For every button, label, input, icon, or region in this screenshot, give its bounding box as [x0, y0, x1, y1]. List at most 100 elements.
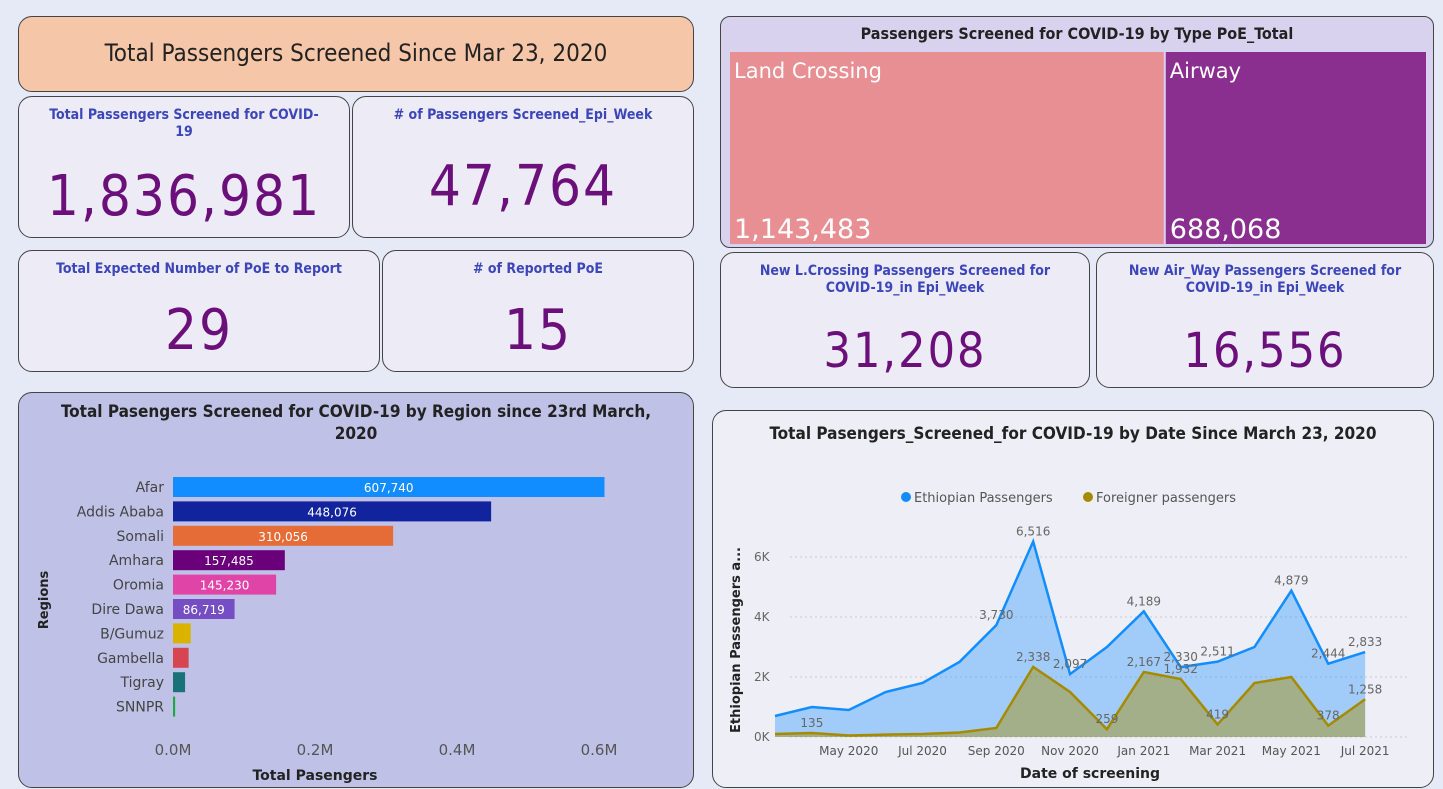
- data-label: 259: [1095, 712, 1118, 726]
- kpi-card: New L.Crossing Passengers Screened for C…: [720, 252, 1090, 388]
- bar: [173, 550, 285, 571]
- kpi-card: Total Passengers Screened for COVID-19 1,…: [18, 96, 350, 238]
- y-tick-label: 2K: [754, 670, 771, 684]
- y-tick-label: Amhara: [109, 553, 164, 569]
- kpi-label: # of Passengers Screened_Epi_Week: [393, 107, 653, 123]
- data-label: 3,730: [979, 608, 1013, 622]
- kpi-label: New Air_Way Passengers Screened for COVI…: [1128, 263, 1402, 296]
- bar: [173, 599, 235, 619]
- legend-marker: [1083, 492, 1093, 502]
- header-title: Total Passengers Screened Since Mar 23, …: [104, 39, 608, 67]
- data-label: 145,230: [200, 579, 250, 593]
- kpi-card: Total Expected Number of PoE to Report 29: [18, 250, 380, 372]
- data-label: 2,511: [1200, 645, 1234, 659]
- x-tick-label: 0.4M: [439, 741, 476, 759]
- kpi-card: # of Reported PoE 15: [382, 250, 694, 372]
- y-tick-label: SNNPR: [116, 700, 164, 716]
- kpi-card: New Air_Way Passengers Screened for COVI…: [1096, 252, 1434, 388]
- y-tick-label: 4K: [754, 610, 771, 624]
- bar: [173, 672, 186, 693]
- legend-label: Foreigner passengers: [1096, 491, 1236, 506]
- x-tick-label: Nov 2020: [1041, 744, 1099, 758]
- data-label: 86,719: [183, 603, 225, 617]
- bar: [173, 696, 176, 717]
- y-tick-label: Oromia: [113, 578, 164, 594]
- bar: [173, 623, 191, 644]
- data-label: 607,740: [364, 481, 414, 495]
- data-label: 2,833: [1348, 635, 1382, 649]
- chart-title: Total Pasengers Screened for COVID-19 by…: [60, 402, 652, 444]
- kpi-value: 16,556: [1183, 323, 1347, 379]
- legend-marker: [901, 492, 911, 502]
- y-tick-label: 6K: [754, 550, 771, 564]
- treemap-tile: [730, 52, 1164, 244]
- header-card: Total Passengers Screened Since Mar 23, …: [18, 16, 694, 92]
- kpi-value: 29: [164, 298, 234, 363]
- x-tick-label: 0.6M: [581, 741, 618, 759]
- y-tick-label: Somali: [117, 529, 164, 545]
- x-axis-label: Total Pasengers: [252, 768, 377, 784]
- y-tick-label: B/Gumuz: [100, 626, 164, 642]
- x-tick-label: May 2021: [1262, 744, 1321, 758]
- y-tick-label: Afar: [136, 480, 165, 496]
- x-tick-label: Jul 2020: [897, 744, 947, 758]
- x-tick-label: 0.2M: [297, 741, 334, 759]
- y-tick-label: Gambella: [97, 651, 164, 667]
- data-label: 157,485: [204, 554, 254, 568]
- x-tick-label: Sep 2020: [968, 744, 1025, 758]
- data-label: 4,189: [1127, 594, 1161, 608]
- bar: [173, 574, 277, 595]
- kpi-label: # of Reported PoE: [472, 261, 604, 277]
- tile-label: Land Crossing: [734, 59, 882, 83]
- y-tick-label: 0K: [754, 730, 771, 744]
- kpi-value: 15: [503, 298, 573, 363]
- kpi-label: New L.Crossing Passengers Screened for C…: [759, 263, 1051, 296]
- data-label: 378: [1317, 709, 1340, 723]
- x-tick-label: Mar 2021: [1189, 744, 1246, 758]
- bar: [173, 525, 394, 546]
- tile-label: Airway: [1170, 59, 1241, 83]
- data-label: 2,338: [1016, 650, 1050, 664]
- data-label: 448,076: [307, 505, 357, 519]
- data-label: 2,444: [1311, 647, 1345, 661]
- line: [774, 537, 1366, 718]
- treemap-tile: [1165, 52, 1426, 244]
- chart-title: Passengers Screened for COVID-19 by Type…: [860, 24, 1294, 43]
- kpi-label: Total Expected Number of PoE to Report: [56, 261, 342, 277]
- data-label: 419: [1206, 707, 1229, 721]
- bar: [173, 647, 189, 668]
- kpi-label: Total Passengers Screened for COVID-19: [49, 107, 319, 140]
- legend-label: Ethiopian Passengers: [914, 491, 1053, 506]
- y-tick-label: Tigray: [119, 675, 164, 691]
- x-tick-label: Jan 2021: [1116, 744, 1170, 758]
- x-tick-label: Jul 2021: [1340, 744, 1390, 758]
- area: [775, 541, 1366, 737]
- y-tick-label: Dire Dawa: [91, 602, 164, 618]
- y-tick-label: Addis Ababa: [77, 504, 164, 520]
- kpi-value: 31,208: [823, 323, 987, 379]
- x-tick-label: 0.0M: [155, 741, 192, 759]
- kpi-value: 1,836,981: [46, 164, 322, 229]
- x-axis-label: Date of screening: [1020, 766, 1160, 782]
- data-label: 1,932: [1164, 662, 1198, 676]
- kpi-value: 47,764: [428, 154, 618, 219]
- kpi-card: # of Passengers Screened_Epi_Week 47,764: [352, 96, 694, 238]
- chart-title: Total Pasengers_Screened_for COVID-19 by…: [769, 424, 1377, 444]
- tile-value: 688,068: [1170, 214, 1282, 245]
- area: [775, 666, 1366, 737]
- y-axis-label: Ethiopian Passengers a...: [729, 547, 744, 733]
- data-label: 310,056: [258, 530, 308, 544]
- line: [774, 665, 1366, 737]
- data-label: 6,516: [1016, 525, 1050, 539]
- bar: [173, 501, 492, 522]
- data-label: 4,879: [1274, 574, 1308, 588]
- x-tick-label: May 2020: [819, 744, 878, 758]
- line-panel: Total Pasengers_Screened_for COVID-19 by…: [712, 410, 1434, 788]
- data-label: 2,097: [1053, 657, 1087, 671]
- data-label: 2,330: [1164, 650, 1198, 664]
- y-axis-label: Regions: [37, 570, 52, 629]
- bar: [173, 477, 605, 497]
- tile-value: 1,143,483: [734, 214, 871, 245]
